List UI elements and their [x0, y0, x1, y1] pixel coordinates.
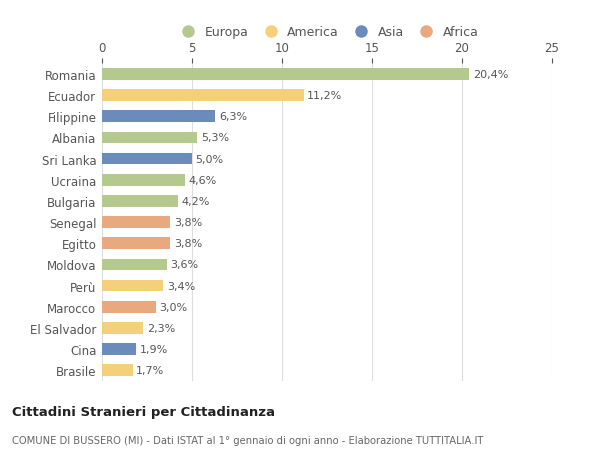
Text: 3,0%: 3,0%	[160, 302, 188, 312]
Bar	[102, 343, 136, 355]
Text: 20,4%: 20,4%	[473, 70, 508, 80]
Bar	[102, 301, 156, 313]
Bar	[102, 238, 170, 250]
Bar	[102, 217, 170, 229]
Text: 3,6%: 3,6%	[170, 260, 199, 270]
Text: 1,7%: 1,7%	[136, 365, 164, 375]
Text: 3,8%: 3,8%	[174, 218, 202, 228]
Text: 11,2%: 11,2%	[307, 91, 343, 101]
Bar	[102, 280, 163, 292]
Text: 2,3%: 2,3%	[147, 323, 175, 333]
Text: 4,6%: 4,6%	[188, 175, 217, 185]
Bar	[102, 111, 215, 123]
Bar	[102, 259, 167, 271]
Bar	[102, 90, 304, 102]
Bar	[102, 174, 185, 186]
Text: 3,8%: 3,8%	[174, 239, 202, 249]
Text: COMUNE DI BUSSERO (MI) - Dati ISTAT al 1° gennaio di ogni anno - Elaborazione TU: COMUNE DI BUSSERO (MI) - Dati ISTAT al 1…	[12, 435, 484, 445]
Bar	[102, 153, 192, 165]
Text: 6,3%: 6,3%	[219, 112, 247, 122]
Legend: Europa, America, Asia, Africa: Europa, America, Asia, Africa	[176, 26, 478, 39]
Text: 1,9%: 1,9%	[140, 344, 168, 354]
Text: 4,2%: 4,2%	[181, 196, 209, 207]
Text: 5,3%: 5,3%	[201, 133, 229, 143]
Bar	[102, 132, 197, 144]
Text: Cittadini Stranieri per Cittadinanza: Cittadini Stranieri per Cittadinanza	[12, 405, 275, 419]
Bar	[102, 196, 178, 207]
Bar	[102, 69, 469, 81]
Bar	[102, 322, 143, 334]
Bar	[102, 364, 133, 376]
Text: 3,4%: 3,4%	[167, 281, 195, 291]
Text: 5,0%: 5,0%	[196, 154, 224, 164]
